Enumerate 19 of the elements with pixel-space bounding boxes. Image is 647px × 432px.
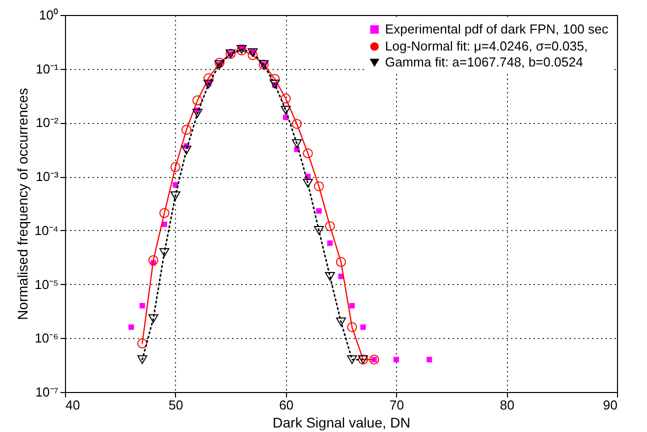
- x-tick-label: 70: [389, 398, 404, 412]
- y-tick-label: 10⁻⁴: [34, 222, 58, 238]
- x-tick-label: 50: [168, 398, 184, 412]
- legend-label: Gamma fit: a=1067.748, b=0.0524: [385, 54, 584, 70]
- x-tick-label: 90: [603, 398, 618, 412]
- y-tick-label: 10⁻²: [36, 115, 60, 130]
- y-tick-label: 10⁻¹: [36, 61, 60, 76]
- y-tick-label: 10⁻⁷: [35, 384, 59, 400]
- y-tick-label: 10⁻³: [36, 169, 60, 184]
- x-tick-label: 60: [279, 398, 294, 412]
- x-tick-label: 40: [66, 398, 80, 412]
- y-tick-label: 10⁻⁵: [34, 276, 58, 292]
- x-axis-title: Dark Signal value, DN: [272, 414, 410, 430]
- y-axis-title: Normalised frequency of occurrences: [14, 88, 30, 320]
- y-tick-label: 10⁰: [39, 8, 58, 22]
- legend-label: Log-Normal fit: μ=4.0246, σ=0.035,: [385, 38, 588, 54]
- x-tick-label: 80: [500, 398, 514, 412]
- legend-label: Experimental pdf of dark FPN, 100 sec: [385, 22, 609, 36]
- y-tick-label: 10⁻⁶: [34, 330, 58, 346]
